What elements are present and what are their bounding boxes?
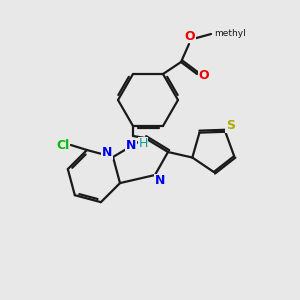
Text: H: H xyxy=(138,137,148,151)
Text: N: N xyxy=(126,140,136,152)
Text: S: S xyxy=(226,119,235,132)
Text: N: N xyxy=(155,175,165,188)
Text: methyl: methyl xyxy=(214,28,246,38)
Text: Cl: Cl xyxy=(56,139,70,152)
Text: O: O xyxy=(185,29,195,43)
Text: O: O xyxy=(199,68,209,82)
Text: N: N xyxy=(102,146,112,160)
